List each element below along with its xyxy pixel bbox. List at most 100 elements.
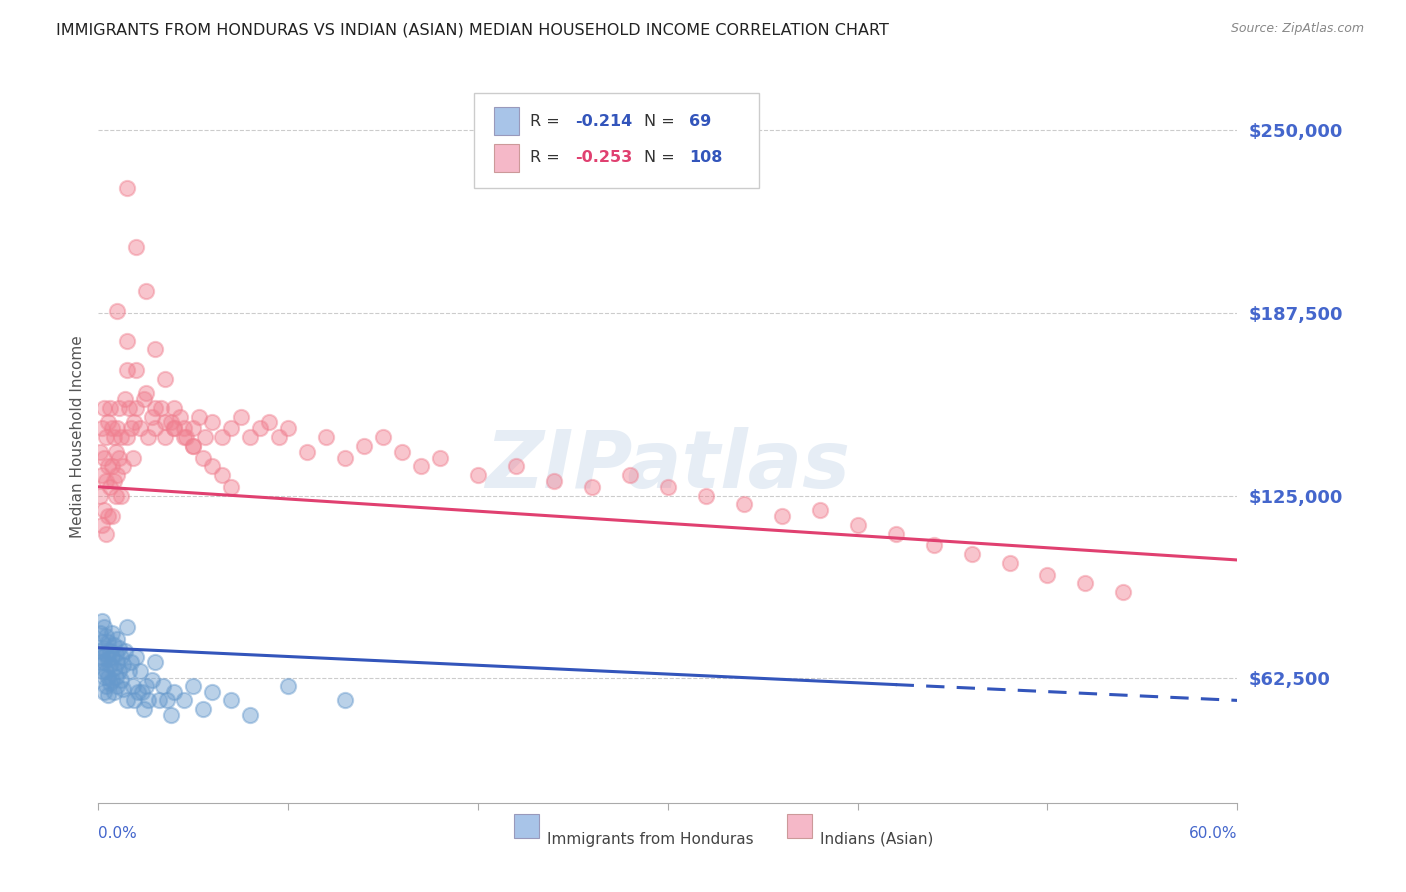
Point [89,444,111,458]
Point [141,409,163,424]
Point [163,684,186,698]
Point [183,439,205,453]
Point [153,430,176,444]
Point [429,450,451,465]
Point [98,676,121,690]
Point [97,670,120,684]
Point [104,444,127,458]
Point [239,430,262,444]
Point [91,421,114,435]
Point [94,474,117,488]
Point [135,679,157,693]
Point [183,421,205,435]
Point [100,421,122,435]
Point [118,664,141,678]
Point [103,684,125,698]
Bar [515,814,538,838]
Point [97,635,120,649]
Point [201,416,224,430]
Point [173,693,195,707]
Point [94,647,117,661]
Point [174,430,197,444]
Point [505,459,527,474]
Text: N =: N = [644,113,681,128]
Point [259,416,281,430]
Text: R =: R = [530,113,565,128]
Point [115,620,138,634]
Point [1074,576,1097,591]
Point [173,430,195,444]
Point [169,409,191,424]
Point [315,430,337,444]
Point [221,693,243,707]
Point [108,450,131,465]
Point [131,684,153,698]
Point [121,679,143,693]
Point [125,240,148,254]
Point [1112,585,1135,599]
Point [108,664,131,678]
Point [98,643,121,657]
Text: Source: ZipAtlas.com: Source: ZipAtlas.com [1230,22,1364,36]
Point [335,450,357,465]
Point [91,649,114,664]
Point [770,509,793,524]
Point [221,480,243,494]
Point [998,556,1021,570]
Point [884,526,907,541]
Point [120,656,142,670]
Point [267,430,290,444]
Point [98,401,121,415]
Point [411,459,433,474]
Point [229,409,252,424]
Point [89,643,111,657]
Point [543,474,565,488]
Point [110,430,132,444]
Point [145,656,167,670]
Point [277,679,299,693]
Point [141,673,163,687]
Point [391,444,413,458]
Point [136,693,159,707]
Point [201,684,224,698]
Bar [494,107,519,135]
Point [125,401,148,415]
Point [733,497,755,511]
Point [107,468,129,483]
Point [89,626,111,640]
Point [152,679,174,693]
Point [93,684,115,698]
Point [159,708,181,723]
Point [107,421,129,435]
Text: -0.214: -0.214 [575,113,633,128]
Point [163,401,186,415]
Point [657,480,679,494]
Text: R =: R = [530,150,565,165]
Point [124,693,146,707]
Point [94,430,117,444]
Point [89,489,111,503]
Point [110,489,132,503]
Point [125,363,148,377]
Text: Indians (Asian): Indians (Asian) [821,832,934,847]
Point [97,509,120,524]
Point [100,459,122,474]
Point [112,681,135,696]
Point [188,409,211,424]
Point [97,459,120,474]
Point [89,656,111,670]
Point [136,430,159,444]
Point [118,401,141,415]
Text: 60.0%: 60.0% [1189,826,1237,841]
Point [104,489,127,503]
Point [112,459,135,474]
Point [91,517,114,532]
Point [108,401,131,415]
Point [163,421,186,435]
Point [115,693,138,707]
Point [93,401,115,415]
Point [277,421,299,435]
Text: -0.253: -0.253 [575,150,633,165]
Point [100,649,122,664]
Point [335,693,357,707]
